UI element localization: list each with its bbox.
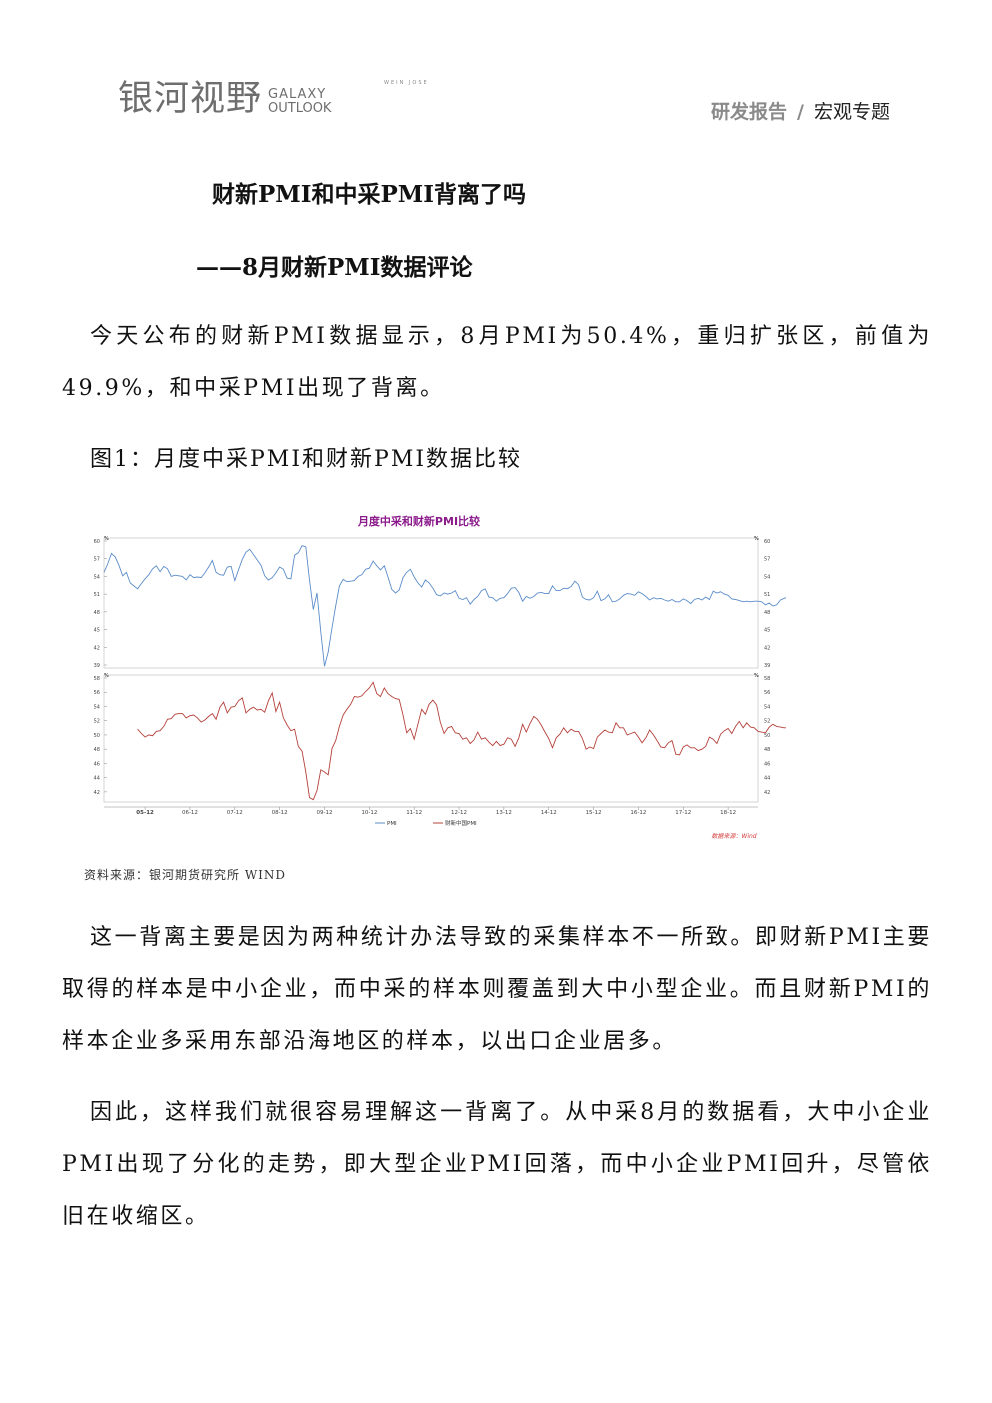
panel0-right-tick-51: 51 <box>764 592 770 598</box>
chart-source-note: 数据来源：Wind <box>711 832 756 840</box>
panel1-left-tick-56: 56 <box>94 690 100 696</box>
paragraph-1: 今天公布的财新PMI数据显示，8月PMI为50.4%，重归扩张区，前值为49.9… <box>62 324 932 401</box>
panel0-right-tick-39: 39 <box>764 663 770 669</box>
x-tick-label-08-12: 08-12 <box>272 810 288 816</box>
panel1-right-tick-42: 42 <box>764 790 770 796</box>
panel0-left-tick-51: 51 <box>94 592 100 598</box>
figure-source: 资料来源：银河期货研究所 WIND <box>84 868 287 882</box>
panel0-left-tick-57: 57 <box>94 557 100 563</box>
panel1-right-tick-54: 54 <box>764 704 770 710</box>
pmi-comparison-chart: 月度中采和财新PMI比较 39 42 45 48 51 54 57 60 39 42 45 48 51… <box>86 505 927 845</box>
panel0-right-tick-42: 42 <box>764 645 770 651</box>
top-left-unit: % <box>104 536 109 542</box>
top-panel-left-axis: 39 42 45 48 51 54 57 60 <box>94 539 107 669</box>
panel1-left-tick-46: 46 <box>94 761 100 767</box>
x-axis-ticks: 05-12 06-12 07-12 08-12 09-12 10-12 11-12 12-12… <box>136 807 736 816</box>
logo-chinese-text: 银河视野 <box>118 79 263 119</box>
panel1-right-tick-52: 52 <box>764 719 770 725</box>
x-tick-label-07-12: 07-12 <box>227 810 243 816</box>
category-separator: / <box>797 101 804 123</box>
panel0-left-tick-45: 45 <box>94 628 100 634</box>
article-subtitle: ——8月财新PMI数据评论 <box>196 254 473 281</box>
report-topic: 宏观专题 <box>813 101 890 123</box>
x-tick-label-10-12: 10-12 <box>361 810 377 816</box>
bottom-panel-frame <box>103 674 759 803</box>
bottom-panel-left-axis: 42 44 46 48 50 52 54 56 58 <box>94 676 107 796</box>
panel0-left-tick-48: 48 <box>94 610 100 616</box>
chart-legend: PMI 财新中国PMI <box>375 819 477 827</box>
logo-tiny-text: WEIN JOSE <box>384 80 429 86</box>
caixin-pmi-series-line <box>137 681 852 801</box>
panel0-left-tick-39: 39 <box>94 663 100 669</box>
logo-english-line2: OUTLOOK <box>268 101 332 116</box>
x-tick-label-18-12: 18-12 <box>720 810 736 816</box>
logo-english-line1: GALAXY <box>268 87 327 102</box>
bottom-left-unit: % <box>104 673 109 679</box>
x-tick-label-13-12: 13-12 <box>496 810 512 816</box>
x-tick-label-09-12: 09-12 <box>316 810 332 816</box>
x-tick-label-11-12: 11-12 <box>406 810 422 816</box>
panel0-right-tick-60: 60 <box>764 539 770 545</box>
panel1-right-tick-50: 50 <box>764 733 770 739</box>
top-right-unit: % <box>754 536 759 542</box>
panel0-left-tick-42: 42 <box>94 645 100 651</box>
x-tick-label-15-12: 15-12 <box>586 810 602 816</box>
panel0-left-tick-60: 60 <box>94 539 100 545</box>
panel0-right-tick-57: 57 <box>764 557 770 563</box>
x-tick-label-16-12: 16-12 <box>630 810 646 816</box>
paragraph-3: 因此，这样我们就很容易理解这一背离了。从中采8月的数据看，大中小企业PMI出现了… <box>62 1100 932 1229</box>
chart-svg: 月度中采和财新PMI比较 39 42 45 48 51 54 57 60 39 42 45 48 51… <box>94 514 927 840</box>
pmi-series-line <box>103 545 927 667</box>
panel1-right-tick-58: 58 <box>764 676 770 682</box>
bottom-panel-right-axis: 42 44 46 48 50 52 54 56 58 <box>764 676 770 796</box>
top-panel-right-axis: 39 42 45 48 51 54 57 60 <box>764 539 770 669</box>
panel1-left-tick-48: 48 <box>94 747 100 753</box>
panel0-right-tick-48: 48 <box>764 610 770 616</box>
panel1-right-tick-48: 48 <box>764 747 770 753</box>
panel1-left-tick-42: 42 <box>94 790 100 796</box>
legend-caixin-label: 财新中国PMI <box>445 819 477 827</box>
x-tick-label-06-12: 06-12 <box>182 810 198 816</box>
panel0-left-tick-54: 54 <box>94 574 100 580</box>
panel1-left-tick-44: 44 <box>94 776 100 782</box>
article-title: 财新PMI和中采PMI背离了吗 <box>212 181 527 208</box>
panel1-right-tick-44: 44 <box>764 776 770 782</box>
paragraph-2: 这一背离主要是因为两种统计办法导致的采集样本不一所致。即财新PMI主要取得的样本… <box>62 925 932 1054</box>
report-type: 研发报告 <box>711 101 788 123</box>
panel1-left-tick-58: 58 <box>94 676 100 682</box>
bottom-right-unit: % <box>754 673 759 679</box>
panel0-right-tick-45: 45 <box>764 628 770 634</box>
x-tick-label-14-12: 14-12 <box>541 810 557 816</box>
top-panel-frame <box>103 537 759 669</box>
chart-title: 月度中采和财新PMI比较 <box>357 514 480 528</box>
figure-title: 图1：月度中采PMI和财新PMI数据比较 <box>90 447 523 472</box>
report-category: 研发报告 / 宏观专题 <box>711 97 890 124</box>
panel1-left-tick-54: 54 <box>94 704 100 710</box>
legend-pmi-label: PMI <box>387 821 397 827</box>
panel1-right-tick-56: 56 <box>764 690 770 696</box>
x-tick-label-05-12: 05-12 <box>136 810 154 816</box>
x-tick-label-17-12: 17-12 <box>675 810 691 816</box>
panel1-left-tick-52: 52 <box>94 719 100 725</box>
x-tick-label-12-12: 12-12 <box>451 810 467 816</box>
panel1-right-tick-46: 46 <box>764 761 770 767</box>
panel0-right-tick-54: 54 <box>764 574 770 580</box>
panel1-left-tick-50: 50 <box>94 733 100 739</box>
